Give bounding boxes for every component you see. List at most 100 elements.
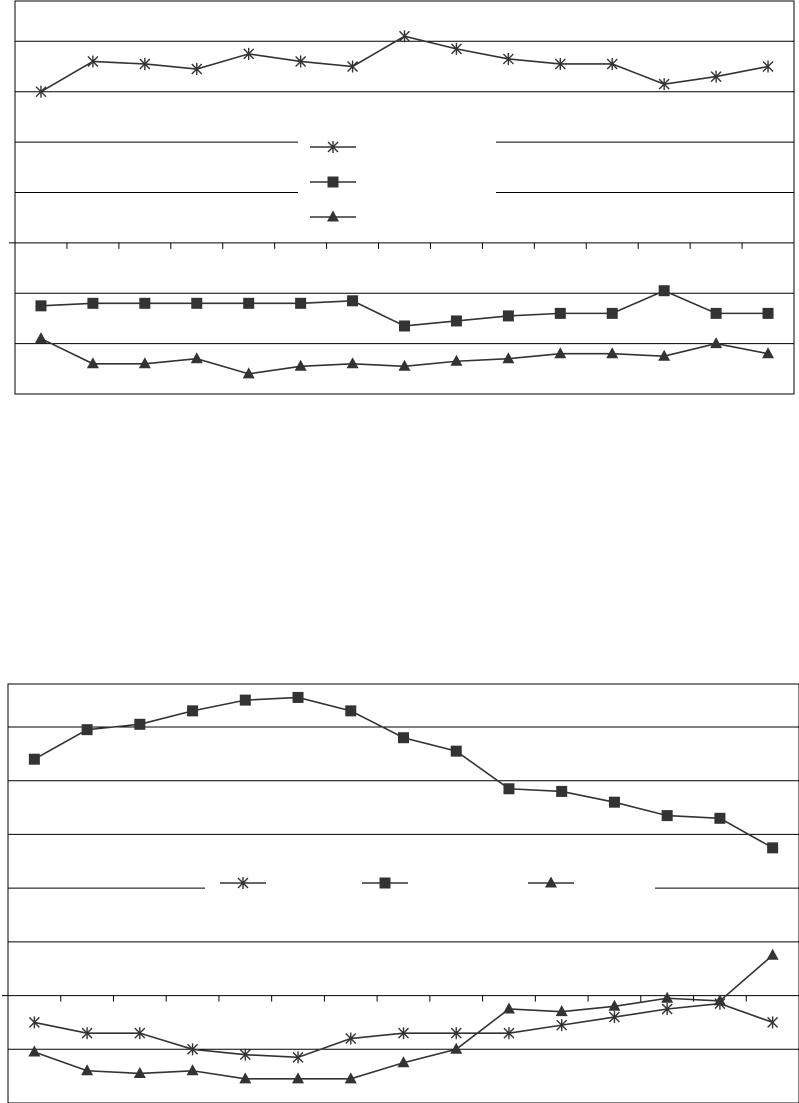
data-point-star xyxy=(87,55,99,68)
data-point-triangle xyxy=(34,332,47,344)
legend xyxy=(310,141,356,222)
series-square xyxy=(35,285,774,332)
data-point-square xyxy=(710,307,722,319)
data-point-star xyxy=(767,1016,779,1029)
legend-marker-triangle xyxy=(545,876,557,888)
data-point-star xyxy=(399,30,410,43)
data-point-star xyxy=(658,78,670,91)
data-point-star xyxy=(134,1027,146,1040)
data-point-star xyxy=(503,1027,515,1040)
data-point-triangle xyxy=(81,1064,94,1076)
data-point-square xyxy=(134,718,146,730)
data-point-star xyxy=(139,57,151,70)
legend-marker-star xyxy=(327,141,339,153)
data-point-triangle xyxy=(344,1072,357,1084)
data-point-triangle xyxy=(190,352,203,364)
data-point-star xyxy=(606,57,618,70)
data-point-triangle xyxy=(710,337,723,349)
data-point-square xyxy=(450,745,462,757)
data-point-square xyxy=(28,753,40,765)
data-point-square xyxy=(606,307,618,319)
data-point-square xyxy=(762,307,774,319)
data-point-star xyxy=(608,1011,620,1024)
legend-marker-square xyxy=(327,176,339,188)
data-point-square xyxy=(295,297,307,309)
axis-ticks xyxy=(60,995,747,1002)
data-point-square xyxy=(347,295,359,307)
data-point-triangle xyxy=(28,1045,41,1057)
data-point-square xyxy=(398,732,409,744)
data-point-square xyxy=(399,320,410,332)
data-point-triangle xyxy=(346,357,359,369)
data-point-star xyxy=(502,52,514,65)
data-point-square xyxy=(345,705,357,717)
data-point-square xyxy=(658,285,670,297)
data-point-star xyxy=(239,1048,251,1061)
data-point-triangle xyxy=(658,349,671,361)
data-point-triangle xyxy=(398,359,411,371)
data-point-star xyxy=(295,55,307,68)
data-point-triangle xyxy=(133,1066,146,1078)
data-point-square xyxy=(243,297,255,309)
data-point-star xyxy=(450,42,462,55)
series-triangle xyxy=(28,948,779,1084)
legend-marker-triangle xyxy=(327,210,339,222)
data-point-square xyxy=(556,785,568,797)
data-point-square xyxy=(239,694,251,706)
data-point-square xyxy=(81,724,93,736)
data-point-square xyxy=(502,310,514,322)
data-point-square xyxy=(554,307,566,319)
series-triangle xyxy=(34,332,775,379)
legend-entry-star xyxy=(220,877,266,889)
data-point-square xyxy=(450,315,462,327)
legend-entry-triangle xyxy=(528,876,574,888)
data-point-triangle xyxy=(606,347,619,359)
data-point-star xyxy=(28,1016,40,1029)
data-point-star xyxy=(554,57,566,70)
legend-marker-square xyxy=(379,877,391,889)
data-point-star xyxy=(347,60,359,73)
legend-entry-square xyxy=(362,877,408,889)
data-point-triangle xyxy=(450,354,463,366)
data-point-triangle xyxy=(661,991,674,1003)
legend-entry-square xyxy=(310,176,356,188)
data-point-star xyxy=(292,1051,304,1064)
data-point-triangle xyxy=(555,1005,568,1017)
data-point-triangle xyxy=(450,1042,463,1054)
axis-ticks xyxy=(66,242,743,249)
data-point-triangle xyxy=(186,1064,199,1076)
series-square xyxy=(28,691,779,854)
data-point-star xyxy=(556,1019,568,1032)
legend-box xyxy=(205,863,655,907)
data-point-triangle xyxy=(554,347,567,359)
data-point-triangle xyxy=(502,352,515,364)
data-point-triangle xyxy=(86,357,99,369)
data-point-triangle xyxy=(239,1072,252,1084)
chart-bottom xyxy=(2,683,799,1103)
data-point-square xyxy=(87,297,99,309)
legend-marker-star xyxy=(237,877,249,889)
data-point-star xyxy=(345,1032,357,1045)
data-point-triangle xyxy=(608,999,621,1011)
data-point-triangle xyxy=(138,357,151,369)
data-point-triangle xyxy=(762,347,775,359)
data-point-star xyxy=(35,85,47,98)
data-point-star xyxy=(762,60,774,73)
series-star xyxy=(28,997,779,1064)
data-point-square xyxy=(35,300,47,312)
data-point-triangle xyxy=(292,1072,305,1084)
legend xyxy=(220,876,574,889)
data-point-triangle xyxy=(766,948,779,960)
data-point-square xyxy=(767,842,779,854)
series-star xyxy=(35,30,774,98)
data-point-star xyxy=(398,1027,409,1040)
data-point-star xyxy=(81,1027,93,1040)
data-point-square xyxy=(503,783,515,795)
data-point-square xyxy=(608,796,620,808)
data-point-square xyxy=(714,812,726,824)
data-point-star xyxy=(191,63,203,76)
data-point-square xyxy=(661,810,673,822)
data-point-star xyxy=(661,1002,673,1015)
data-point-triangle xyxy=(502,1002,515,1014)
data-point-triangle xyxy=(713,994,726,1006)
